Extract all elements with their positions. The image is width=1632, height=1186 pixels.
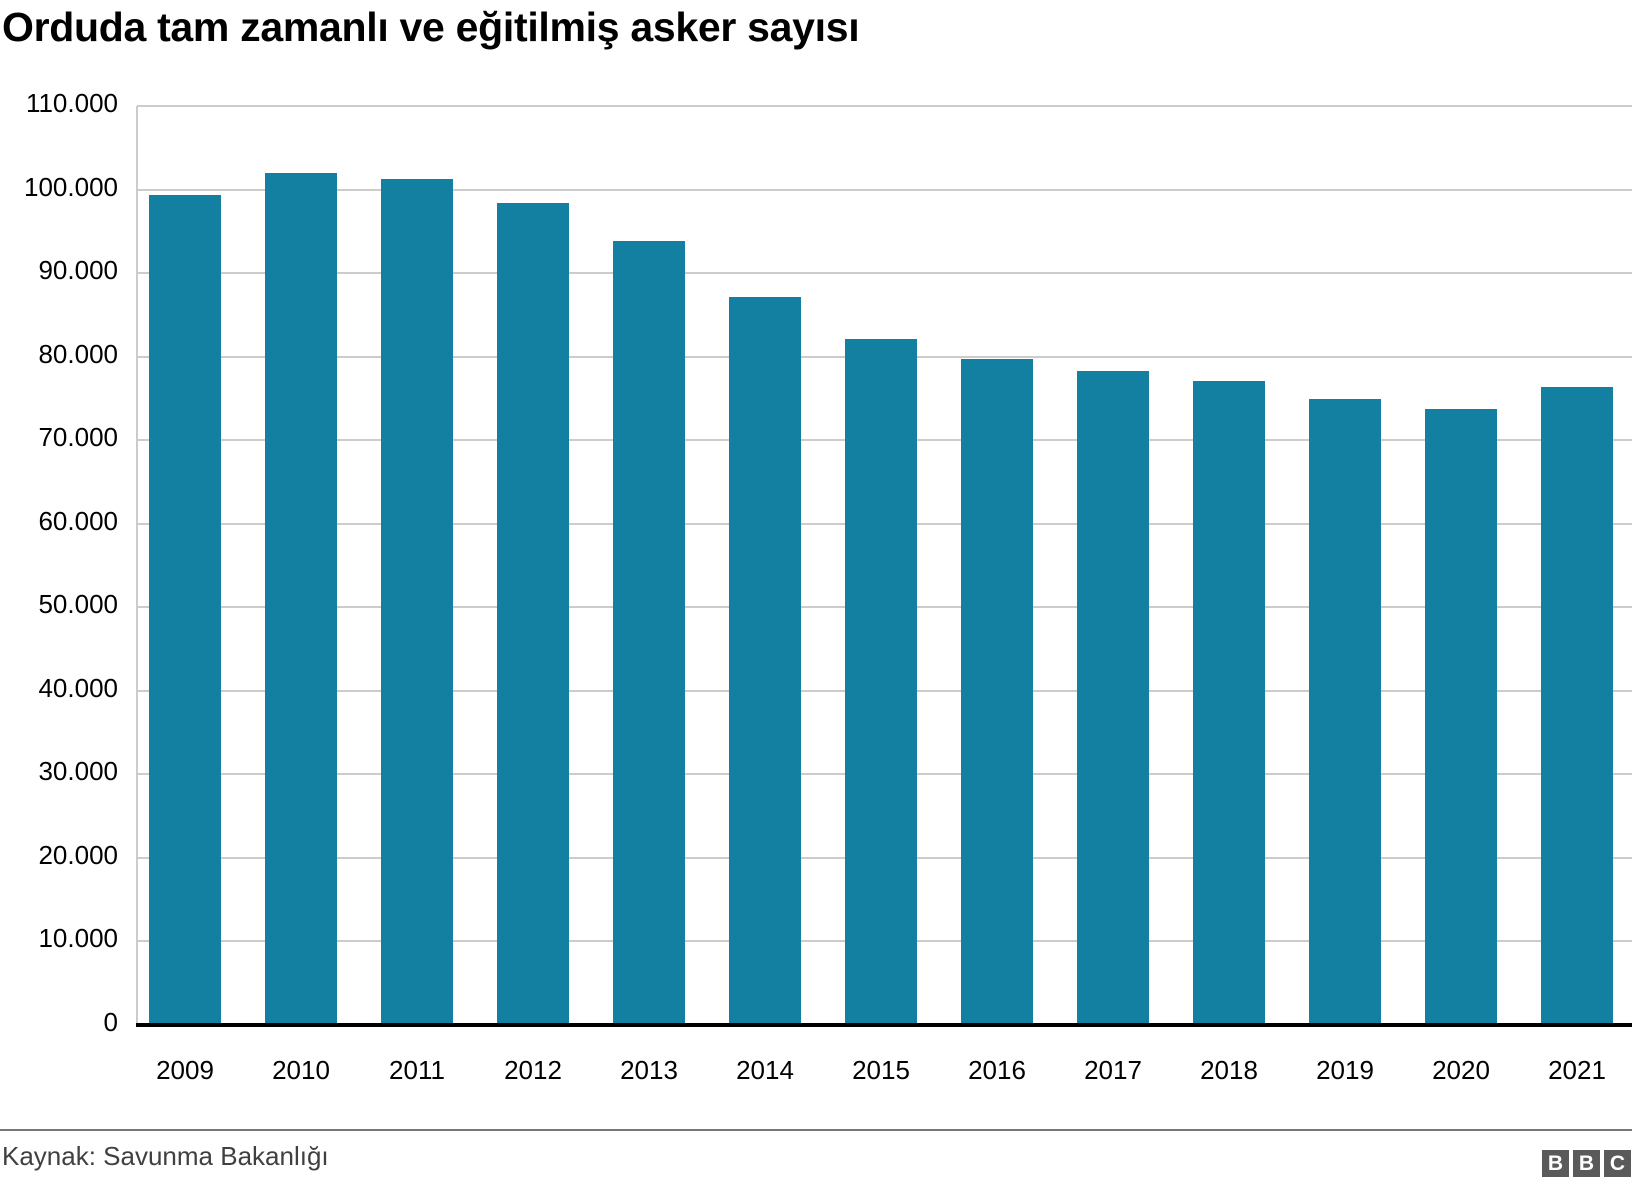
x-tick-label: 2020 — [1432, 1055, 1490, 1085]
source-note: Kaynak: Savunma Bakanlığı — [2, 1141, 329, 1171]
bar-2018 — [1193, 380, 1265, 1025]
x-tick-label: 2016 — [968, 1055, 1026, 1085]
bar-2017 — [1077, 370, 1149, 1025]
y-tick-label: 40.000 — [38, 672, 118, 703]
y-tick-label: 60.000 — [38, 505, 118, 536]
x-tick-label: 2019 — [1316, 1055, 1374, 1085]
y-tick-label: 30.000 — [38, 756, 118, 787]
bar-2021 — [1541, 386, 1613, 1025]
gridline — [137, 272, 1632, 275]
y-tick-label: 20.000 — [38, 839, 118, 870]
bar-2012 — [497, 202, 569, 1025]
plot-area: 0 10.000 20.000 30.000 40.000 50.000 60.000 70.… — [24, 88, 1632, 1085]
bbc-logo-letter: B — [1542, 1150, 1569, 1177]
bar-2009 — [149, 194, 221, 1025]
x-tick-label: 2011 — [389, 1055, 445, 1085]
y-axis-line — [136, 106, 138, 1026]
footer-divider — [0, 1129, 1632, 1131]
bar-2015 — [845, 339, 917, 1025]
bbc-logo-letter: C — [1604, 1150, 1631, 1177]
bar-2013 — [613, 241, 685, 1025]
y-tick-label: 0 — [103, 1007, 118, 1037]
x-tick-label: 2009 — [156, 1055, 214, 1085]
bar-2011 — [381, 178, 453, 1025]
x-tick-label: 2010 — [272, 1055, 330, 1085]
bar-2010 — [265, 172, 337, 1025]
gridline — [137, 105, 1632, 107]
bar-2016 — [961, 359, 1033, 1025]
y-tick-label: 110.000 — [25, 88, 118, 118]
x-tick-label: 2017 — [1084, 1055, 1142, 1085]
y-tick-label: 70.000 — [38, 422, 118, 453]
bbc-logo-letter: B — [1573, 1150, 1600, 1177]
chart-title: Orduda tam zamanlı ve eğitilmiş asker sa… — [2, 4, 860, 50]
x-axis-baseline — [136, 1023, 1632, 1027]
bar-2014 — [729, 297, 801, 1025]
x-tick-label: 2012 — [504, 1055, 562, 1085]
y-tick-label: 90.000 — [38, 255, 118, 286]
bar-2019 — [1309, 399, 1381, 1025]
y-tick-label: 100.000 — [24, 171, 118, 202]
bbc-logo: B B C — [1542, 1150, 1631, 1177]
y-tick-label: 10.000 — [38, 923, 118, 954]
x-tick-label: 2018 — [1200, 1055, 1258, 1085]
x-tick-label: 2015 — [852, 1055, 910, 1085]
bar-2020 — [1425, 409, 1497, 1025]
x-tick-label: 2014 — [736, 1055, 794, 1085]
x-tick-label: 2013 — [620, 1055, 678, 1085]
y-tick-label: 80.000 — [38, 338, 118, 369]
x-tick-label: 2021 — [1548, 1055, 1606, 1085]
gridline — [137, 188, 1632, 191]
y-tick-label: 50.000 — [38, 589, 118, 620]
